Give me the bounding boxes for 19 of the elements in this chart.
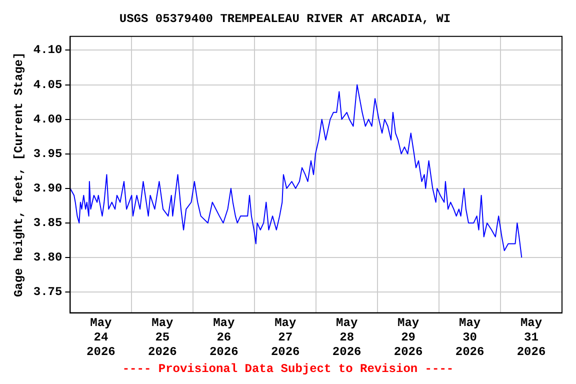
y-tick-label: 4.10 — [33, 43, 62, 58]
y-tick-label: 3.85 — [33, 216, 62, 230]
y-tick-label: 3.90 — [33, 181, 62, 196]
y-tick-label: 3.80 — [33, 250, 62, 265]
x-tick-label: May 31 2026 — [516, 316, 546, 359]
x-tick-label: May 27 2026 — [270, 316, 300, 359]
x-tick-label: May 28 2026 — [332, 316, 362, 359]
y-tick-label: 3.75 — [33, 285, 62, 300]
x-tick-label: May 26 2026 — [209, 316, 238, 359]
x-tick-label: May 30 2026 — [455, 316, 484, 359]
y-tick-label: 4.00 — [33, 112, 62, 126]
x-tick-label: May 24 2026 — [86, 316, 116, 359]
chart-title: USGS 05379400 TREMPEALEAU RIVER AT ARCADIA, WI — [119, 12, 451, 26]
y-axis-title: Gage height, feet, [Current Stage] — [12, 52, 26, 298]
text: ---- Provisional Data Subject to Revision ---- — [121, 362, 455, 376]
x-tick-label: May 29 2026 — [394, 316, 423, 359]
x-tick-label: May 25 2026 — [148, 316, 177, 359]
y-tick-label: 3.95 — [33, 146, 62, 161]
y-tick-label: 4.05 — [33, 78, 62, 92]
